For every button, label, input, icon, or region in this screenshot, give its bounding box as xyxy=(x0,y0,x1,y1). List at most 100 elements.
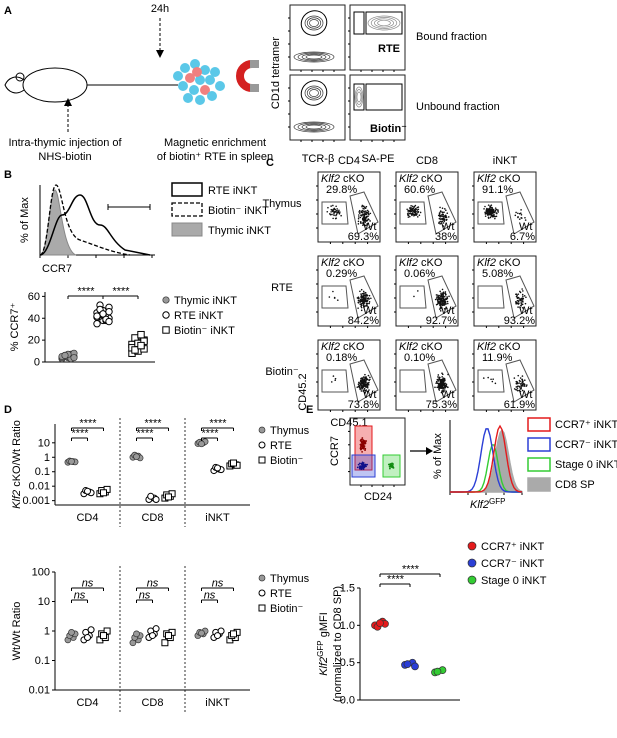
event-dot xyxy=(365,224,367,227)
arrow-head xyxy=(156,50,164,58)
event-dot xyxy=(513,388,516,390)
circle-marker xyxy=(217,627,225,635)
legend-label: Thymic iNKT xyxy=(208,225,271,237)
legend-label: RTE xyxy=(270,588,292,600)
gate-label-part: Klf2 xyxy=(477,173,496,185)
y-tick-label: 100 xyxy=(32,567,50,579)
event-dot xyxy=(440,380,442,382)
event-dot xyxy=(521,288,523,290)
gate-label-part: Klf2 xyxy=(321,173,340,185)
event-dot xyxy=(521,300,524,303)
filled-marker xyxy=(68,628,75,636)
y-tick-label: 60 xyxy=(28,291,40,303)
histogram-biotin xyxy=(39,184,131,256)
event-dot xyxy=(338,209,340,212)
event-dot xyxy=(359,385,362,387)
event-dot xyxy=(440,391,443,394)
event-dot xyxy=(443,377,446,380)
event-dot xyxy=(524,302,527,305)
x-tick-label: iNKT xyxy=(205,512,230,524)
square-marker xyxy=(100,489,107,497)
bead xyxy=(195,95,205,105)
event-dot xyxy=(417,208,420,211)
contour xyxy=(293,51,335,63)
event-dot xyxy=(359,221,362,223)
gate xyxy=(365,11,403,35)
event-dot xyxy=(361,204,364,207)
contour xyxy=(309,19,319,27)
legend-label: CD8 SP xyxy=(555,479,595,491)
event-dot xyxy=(363,441,366,444)
event-dot xyxy=(364,207,367,209)
event-dot xyxy=(408,210,411,213)
gate-label-part: Klf2 xyxy=(321,257,340,269)
event-dot xyxy=(357,296,360,298)
event-dot xyxy=(491,208,494,210)
event-dot xyxy=(367,384,369,386)
contour xyxy=(306,17,322,29)
event-dot xyxy=(439,297,441,299)
axis-label: CD45.2 xyxy=(297,373,309,410)
column-header: CD4 xyxy=(338,155,360,167)
event-dot xyxy=(492,378,494,380)
axis-label-part: cKO/Wt Ratio xyxy=(11,420,23,490)
gate-label: Klf2 cKO xyxy=(321,257,365,269)
event-dot xyxy=(438,212,441,214)
event-dot xyxy=(491,211,494,213)
event-dot xyxy=(441,385,444,387)
event-dot xyxy=(436,380,438,383)
event-dot xyxy=(515,301,517,304)
legend-swatch xyxy=(171,182,203,197)
event-dot xyxy=(333,297,336,299)
event-dot xyxy=(437,297,439,299)
event-dot xyxy=(406,212,409,215)
flow-plot xyxy=(473,339,537,411)
event-dot xyxy=(357,383,360,385)
event-dot xyxy=(443,211,445,214)
event-dot xyxy=(517,216,519,219)
percent-label: 0.06% xyxy=(404,268,435,280)
event-dot xyxy=(362,378,364,380)
percent-label: 93.2% xyxy=(504,315,535,327)
event-dot xyxy=(439,310,442,312)
event-dot xyxy=(439,298,442,300)
event-dot xyxy=(361,462,364,465)
contour xyxy=(355,89,363,105)
event-dot xyxy=(366,305,368,307)
event-dot xyxy=(436,382,439,385)
gate xyxy=(349,191,379,235)
event-dot xyxy=(517,303,520,305)
panel-letter: E xyxy=(306,404,313,416)
y-tick-label: 1 xyxy=(44,626,50,638)
gate xyxy=(399,369,427,393)
event-dot xyxy=(365,381,367,384)
event-dot xyxy=(334,377,337,380)
contour xyxy=(309,89,319,97)
event-dot xyxy=(519,390,522,393)
histogram-curve xyxy=(450,424,523,493)
event-dot xyxy=(489,206,492,209)
event-dot xyxy=(443,299,446,301)
legend-swatch xyxy=(527,437,551,452)
event-dot xyxy=(357,307,359,309)
event-dot xyxy=(330,205,332,207)
event-dot xyxy=(446,296,448,298)
contour xyxy=(305,124,323,130)
event-dot xyxy=(524,216,526,219)
event-dot xyxy=(337,211,340,214)
event-dot xyxy=(362,299,364,302)
wt-label: Wt xyxy=(441,305,454,317)
event-dot xyxy=(367,215,369,217)
event-dot xyxy=(441,213,443,216)
legend-label: Stage 0 iNKT xyxy=(481,575,547,587)
event-dot xyxy=(445,216,448,219)
square-marker xyxy=(100,632,107,640)
event-dot xyxy=(360,377,362,380)
axis-label: SA-PE xyxy=(361,153,394,165)
event-dot xyxy=(357,297,360,300)
event-dot xyxy=(368,294,371,297)
event-dot xyxy=(338,213,341,215)
contour xyxy=(367,15,401,31)
event-dot xyxy=(442,215,445,218)
event-dot xyxy=(515,293,518,295)
